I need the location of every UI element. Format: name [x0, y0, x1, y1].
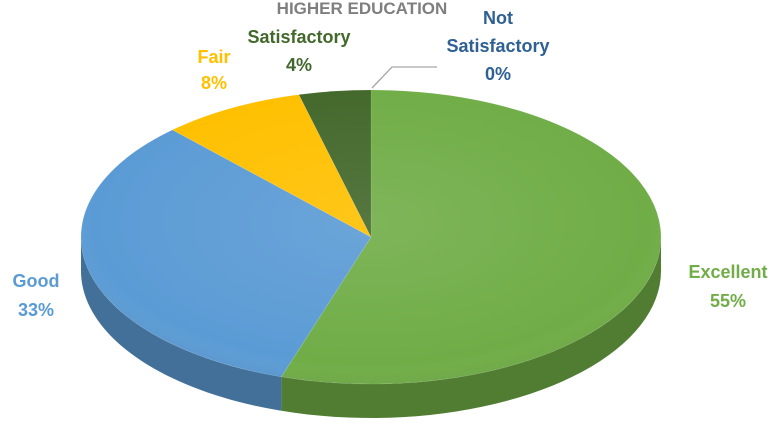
pie-tops [80, 89, 662, 385]
label-value-good: 33% [18, 300, 54, 320]
pie-side-good [81, 237, 282, 411]
label-value-not-satisfactory: 0% [485, 64, 511, 84]
label-name-satisfactory: Satisfactory [247, 27, 350, 47]
label-excellent: Excellent 55% [688, 262, 767, 311]
label-value-excellent: 55% [710, 291, 746, 311]
label-name-good: Good [13, 271, 60, 291]
leader-line-not-satisfactory [371, 66, 437, 89]
pie-side-excellent [281, 237, 661, 418]
label-name-not-satisfactory: Satisfactory [446, 36, 549, 56]
label-satisfactory: Satisfactory 4% [247, 27, 350, 75]
label-name-not-satisfactory: Not [483, 8, 513, 28]
label-good: Good 33% [13, 271, 60, 320]
pie-sides [81, 237, 661, 418]
pie-top-shading [81, 90, 661, 384]
label-name-excellent: Excellent [688, 262, 767, 282]
label-name-fair: Fair [197, 47, 230, 67]
label-value-fair: 8% [201, 73, 227, 93]
label-fair: Fair 8% [197, 47, 230, 93]
chart-title: HIGHER EDUCATION [277, 0, 448, 18]
label-not-satisfactory: Not Satisfactory 0% [446, 8, 549, 84]
leader-lines [371, 66, 437, 89]
label-value-satisfactory: 4% [286, 55, 312, 75]
slice-labels: Excellent 55% Good 33% Fair 8% Satisfactory 4% N… [13, 8, 768, 320]
